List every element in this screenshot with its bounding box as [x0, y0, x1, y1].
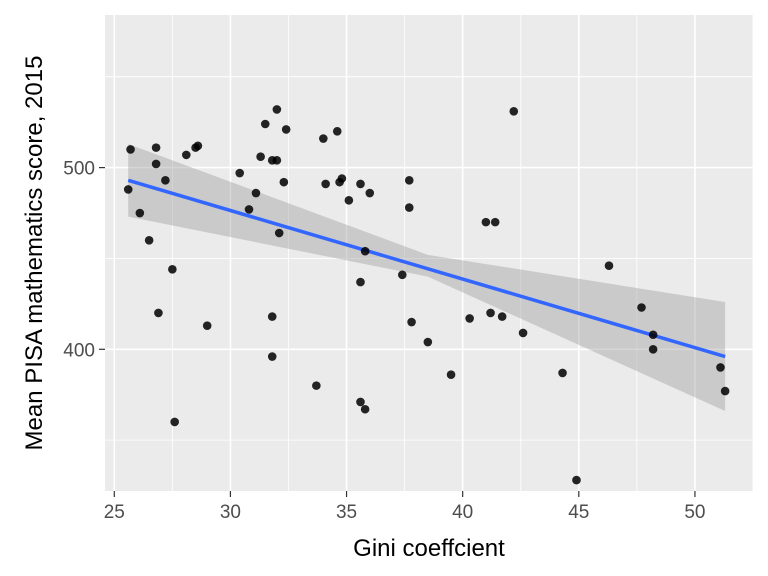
data-point [404, 203, 414, 212]
data-point [151, 159, 161, 169]
data-point [256, 152, 265, 162]
data-point [235, 168, 245, 178]
data-point [151, 143, 161, 152]
data-point [716, 363, 725, 372]
data-point [123, 185, 133, 194]
x-tick-label: 45 [568, 502, 589, 523]
data-point [509, 106, 519, 116]
data-point [154, 308, 163, 318]
data-point [360, 404, 370, 414]
data-point [356, 397, 365, 407]
regression-line [127, 178, 726, 359]
data-point [244, 205, 254, 214]
data-points [123, 105, 730, 485]
plot-panel [105, 15, 753, 491]
data-point [497, 312, 507, 321]
data-point [170, 417, 179, 427]
data-point [135, 208, 145, 218]
y-axis-title: Mean PISA mathematics score, 2015 [21, 56, 48, 451]
data-point [558, 368, 567, 378]
data-point [319, 134, 328, 143]
data-point [720, 386, 730, 396]
data-point [637, 303, 646, 312]
major-gridlines [105, 15, 753, 491]
data-point [490, 217, 500, 227]
data-point [465, 314, 474, 323]
x-tick-label: 30 [220, 502, 241, 523]
data-point [272, 105, 282, 114]
data-point [423, 337, 433, 347]
x-axis-title: Gini coeffcient [353, 535, 505, 562]
data-point [168, 265, 177, 274]
data-point [181, 150, 191, 160]
data-point [193, 141, 203, 151]
data-point [251, 188, 261, 198]
data-point [481, 217, 491, 227]
data-point [518, 328, 528, 338]
x-tick-label: 25 [104, 502, 125, 523]
data-point [337, 174, 347, 183]
x-tick-label: 35 [336, 502, 357, 523]
data-point [360, 246, 370, 256]
data-point [397, 270, 407, 280]
data-point [356, 277, 365, 287]
data-point [332, 126, 342, 136]
data-point [404, 176, 414, 185]
data-point [356, 179, 365, 189]
data-point [572, 475, 581, 485]
data-point [267, 312, 277, 321]
data-point [407, 317, 416, 327]
data-point [365, 188, 375, 198]
data-point [446, 370, 456, 380]
x-axis-ticks: 25 30 35 40 45 50 [104, 491, 706, 523]
data-point [144, 235, 154, 245]
data-point [312, 381, 321, 390]
data-point [486, 308, 495, 318]
y-axis-ticks: 400 500 [63, 159, 105, 361]
confidence-ribbon [128, 143, 726, 412]
data-point [161, 176, 170, 185]
data-point [279, 177, 289, 187]
y-tick-label: 500 [63, 159, 95, 180]
y-tick-label: 400 [63, 340, 95, 361]
data-point [281, 125, 291, 134]
data-point [604, 261, 614, 271]
x-tick-label: 50 [684, 502, 705, 523]
data-point [272, 156, 282, 165]
data-point [648, 344, 658, 354]
data-point [260, 119, 270, 129]
x-tick-label: 40 [452, 502, 473, 523]
data-point [202, 321, 212, 330]
data-point [126, 145, 135, 154]
data-point [274, 228, 284, 238]
minor-gridlines [105, 15, 754, 491]
data-point [267, 352, 277, 361]
data-point [648, 330, 658, 340]
data-point [344, 196, 354, 205]
data-point [321, 179, 330, 189]
